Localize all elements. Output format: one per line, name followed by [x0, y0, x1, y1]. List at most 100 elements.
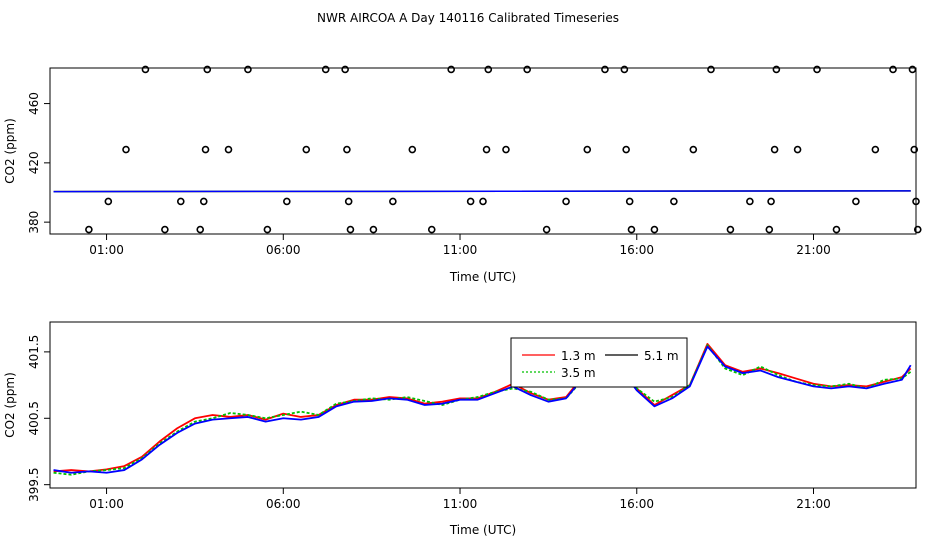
bottom-series-lines: [53, 343, 912, 476]
flagged-point: [283, 197, 291, 206]
flagged-point: [141, 65, 150, 74]
flagged-point: [263, 225, 272, 234]
top-axis-ticks: 01:00 06:00 11:00 16:00 21:00 380 420 460: [27, 92, 831, 257]
flagged-point: [562, 197, 570, 206]
chart-title: NWR AIRCOA A Day 140116 Calibrated Times…: [317, 11, 619, 25]
flagged-point: [908, 65, 917, 74]
bottom-panel: 01:00 06:00 11:00 16:00 21:00 399.5 400.5 401.5…: [3, 321, 917, 537]
flagged-point: [765, 225, 774, 234]
top-xtick-label: 06:00: [266, 243, 301, 257]
flagged-point: [427, 225, 436, 234]
flagged-point: [689, 145, 698, 154]
flagged-point: [447, 65, 455, 74]
bottom-plot-frame: [49, 321, 917, 489]
top-plot-frame: [49, 67, 917, 235]
flagged-point: [466, 197, 475, 206]
flagged-point: [871, 145, 880, 154]
flagged-point: [122, 145, 130, 154]
top-xtick-label: 21:00: [796, 243, 831, 257]
flagged-point: [813, 65, 821, 74]
series-line: [53, 345, 912, 474]
bottom-xlabel: Time (UTC): [449, 523, 516, 537]
flagged-point: [484, 65, 493, 74]
legend-box: [510, 337, 688, 388]
flagged-point: [770, 145, 779, 154]
bottom-ytick-label: 401.5: [27, 335, 41, 369]
flagged-point: [620, 65, 629, 74]
flagged-point: [523, 65, 531, 74]
flagged-point: [482, 145, 491, 154]
top-ylabel: CO2 (ppm): [3, 118, 17, 184]
series-line: [53, 343, 912, 473]
flagged-point: [746, 197, 754, 206]
flagged-point: [913, 225, 922, 234]
legend-label-3-5m: 3.5 m: [561, 366, 596, 380]
flagged-point: [244, 65, 252, 74]
top-series-line: [53, 190, 911, 193]
top-ytick-label: 460: [27, 92, 41, 115]
flagged-point: [302, 145, 311, 154]
flagged-point: [910, 145, 919, 154]
flagged-point: [832, 225, 841, 234]
legend: 1.3 m 3.5 m 5.1 m: [510, 337, 688, 388]
flagged-point: [389, 197, 397, 206]
top-ytick-label: 420: [27, 151, 41, 174]
top-series-lines: [53, 190, 911, 193]
top-panel: 01:00 06:00 11:00 16:00 21:00 380 420 460 Time …: [3, 65, 922, 284]
legend-label-5-1m: 5.1 m: [644, 349, 679, 363]
flagged-point: [104, 197, 113, 206]
bottom-xtick-label: 21:00: [796, 497, 831, 511]
flagged-point: [767, 197, 775, 206]
flagged-point: [502, 145, 510, 154]
flagged-point: [627, 225, 636, 234]
bottom-xtick-label: 06:00: [266, 497, 301, 511]
flagged-point: [369, 225, 378, 234]
flagged-point: [889, 65, 897, 74]
flagged-point: [203, 65, 212, 74]
flagged-point: [625, 197, 634, 206]
top-flagged-points: [85, 65, 922, 234]
flagged-point: [161, 225, 169, 234]
bottom-ylabel: CO2 (ppm): [3, 372, 17, 438]
flagged-point: [341, 65, 349, 74]
flagged-point: [479, 197, 487, 206]
bottom-ytick-label: 399.5: [27, 468, 41, 502]
flagged-point: [912, 197, 920, 206]
top-ytick-label: 380: [27, 211, 41, 234]
flagged-point: [346, 225, 355, 234]
top-xtick-label: 16:00: [619, 243, 654, 257]
legend-label-1-3m: 1.3 m: [561, 349, 596, 363]
flagged-point: [583, 145, 592, 154]
flagged-point: [670, 197, 678, 206]
flagged-point: [622, 145, 630, 154]
flagged-point: [707, 65, 715, 74]
flagged-point: [201, 145, 210, 154]
flagged-point: [176, 197, 185, 206]
series-line: [53, 344, 912, 476]
flagged-point: [321, 65, 330, 74]
bottom-ytick-label: 400.5: [27, 401, 41, 435]
flagged-point: [852, 197, 860, 206]
top-xtick-label: 01:00: [89, 243, 124, 257]
flagged-point: [196, 225, 205, 234]
flagged-point: [650, 225, 659, 234]
top-xlabel: Time (UTC): [449, 270, 516, 284]
flagged-point: [344, 197, 353, 206]
flagged-point: [542, 225, 551, 234]
flagged-point: [85, 225, 93, 234]
flagged-point: [224, 145, 233, 154]
flagged-point: [408, 145, 417, 154]
flagged-point: [772, 65, 781, 74]
top-xtick-label: 11:00: [443, 243, 478, 257]
flagged-point: [199, 197, 208, 206]
flagged-point: [793, 145, 802, 154]
bottom-xtick-label: 11:00: [443, 497, 478, 511]
flagged-point: [601, 65, 609, 74]
bottom-xtick-label: 01:00: [89, 497, 124, 511]
bottom-axis-ticks: 01:00 06:00 11:00 16:00 21:00 399.5 400.5 401.5: [27, 335, 831, 511]
bottom-xtick-label: 16:00: [619, 497, 654, 511]
flagged-point: [343, 145, 351, 154]
flagged-point: [726, 225, 735, 234]
